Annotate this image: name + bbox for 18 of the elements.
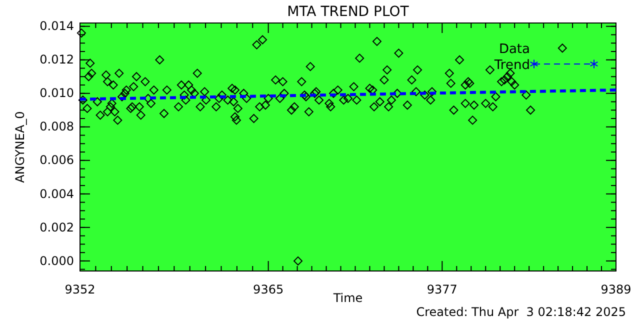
- y-tick-label: 0.014: [40, 19, 74, 34]
- y-tick-label: 0.010: [40, 86, 74, 100]
- x-axis-title: Time: [332, 291, 363, 305]
- legend-label: Trend: [493, 58, 530, 73]
- y-tick-label: 0.002: [40, 220, 74, 234]
- x-tick-label: 9389: [600, 282, 632, 297]
- x-tick-label: 9377: [426, 282, 458, 297]
- series-label: Data: [498, 42, 530, 57]
- y-tick-label: 0.008: [40, 120, 74, 134]
- y-axis-title: ANGYNEA_0: [13, 111, 27, 183]
- y-tick-label: 0.000: [40, 254, 74, 268]
- y-tick-label: 0.004: [40, 186, 74, 201]
- y-tick-label: 0.006: [40, 153, 74, 168]
- chart-title: MTA TREND PLOT: [287, 4, 410, 20]
- x-tick-label: 9365: [253, 282, 284, 297]
- x-tick-label: 9352: [64, 282, 96, 297]
- text: Created: Thu Apr 3 02:18:42 2025: [416, 305, 626, 319]
- y-tick-label: 0.012: [40, 52, 74, 67]
